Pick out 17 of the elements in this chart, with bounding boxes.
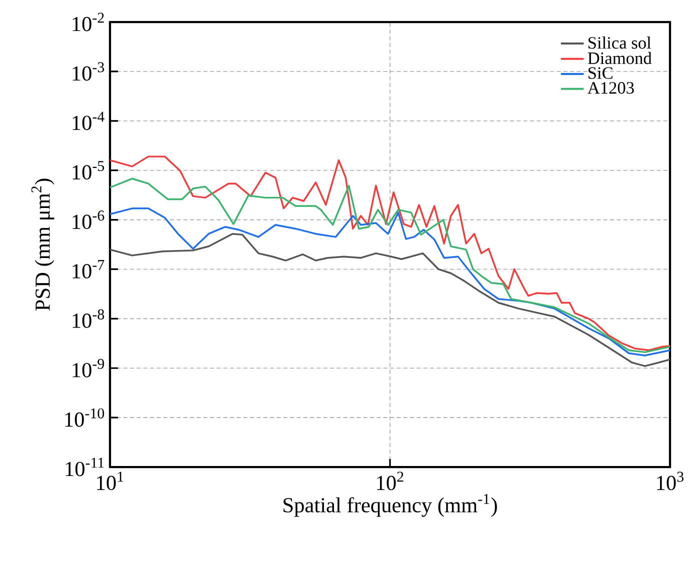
x-tick-label: 10$^{2}$ — [377, 472, 404, 490]
y-axis-title: PSD (mm μm$^{2}$) — [31, 178, 54, 311]
y-tick-label: 10$^{-2}$ — [72, 12, 104, 32]
x-tick-label: 10$^{3}$ — [657, 472, 684, 490]
y-tick-label: 10$^{-5}$ — [72, 161, 104, 180]
x-axis-title: Spatial frequency (mm$^{-1}$) — [284, 494, 497, 517]
y-tick-label: 10$^{-3}$ — [72, 62, 104, 81]
legend-label: Diamond — [588, 52, 652, 64]
y-tick-label: 10$^{-6}$ — [72, 210, 104, 230]
y-tick-label: 10$^{-8}$ — [72, 309, 104, 328]
y-tick-label: 10$^{-9}$ — [72, 358, 104, 378]
legend-label: SiC — [588, 67, 612, 79]
y-tick-label: 10$^{-4}$ — [72, 112, 104, 130]
y-tick-label: 10$^{-10}$ — [65, 408, 104, 427]
y-tick-label: 10$^{-7}$ — [72, 260, 104, 278]
legend-label: Silica sol — [588, 36, 652, 49]
legend-label: A1203 — [588, 82, 634, 94]
